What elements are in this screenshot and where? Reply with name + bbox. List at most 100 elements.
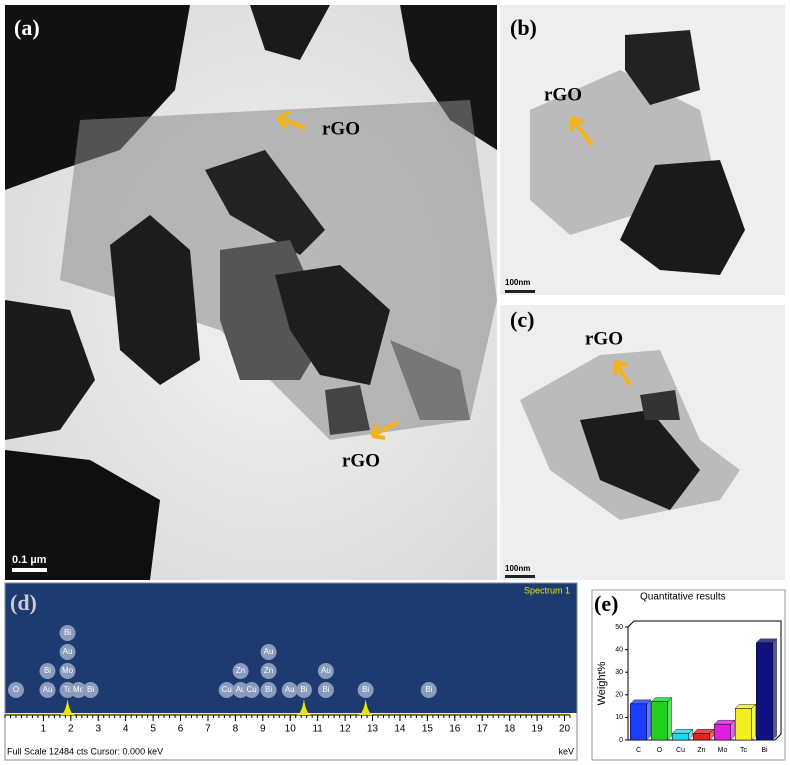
peak: [358, 699, 373, 715]
peak-marker: [59, 663, 76, 679]
x-tick-label: 9: [260, 724, 266, 735]
x-tick-label: 12: [340, 724, 352, 735]
x-tick-label: Mo: [718, 747, 728, 754]
peak-marker: [7, 682, 24, 698]
tem-image-c: [500, 305, 785, 580]
peak-label: Mo: [62, 666, 74, 675]
bar-side: [772, 638, 777, 741]
y-tick-label: 40: [615, 646, 623, 653]
peak-label: Au: [321, 666, 331, 675]
x-tick-label: Zn: [697, 747, 705, 754]
spectrum-title: Spectrum 1: [524, 585, 570, 595]
x-tick-label: 13: [367, 724, 379, 735]
bar-top: [671, 728, 694, 734]
peak-marker: [260, 663, 277, 679]
x-tick-label: 2: [68, 724, 74, 735]
y-axis-label: Weight%: [596, 661, 608, 705]
bar: [651, 701, 668, 741]
peak: [296, 699, 311, 715]
bar: [672, 732, 689, 741]
peak-marker: [317, 682, 334, 698]
peak-label: Bi: [265, 685, 272, 694]
footer: Full Scale 12484 cts Cursor: 0.000 keV: [7, 746, 163, 756]
annotation: rGO: [544, 84, 582, 105]
bar-frame: [591, 589, 786, 761]
panel-label: (b): [510, 15, 537, 40]
peak-label: O: [13, 685, 19, 694]
x-tick-label: 6: [178, 724, 184, 735]
arrows: [276, 110, 632, 440]
peak-marker: [260, 682, 277, 698]
peak-marker: [82, 682, 99, 698]
peak-label: Au: [264, 647, 274, 656]
peak-label: Zn: [236, 666, 245, 675]
bar-side: [667, 696, 672, 741]
x-tick-label: 18: [504, 724, 516, 735]
peak-marker: [218, 682, 235, 698]
peak-marker: [232, 682, 249, 698]
peak-label: Bi: [425, 685, 432, 694]
bar-top: [755, 638, 778, 644]
bar-top: [734, 704, 757, 709]
bar: [756, 642, 773, 741]
x-tick-label: 15: [422, 724, 434, 735]
x-tick-label: C: [636, 747, 641, 754]
x-tick-label: 7: [205, 724, 211, 735]
bar-top: [650, 697, 673, 702]
panel-label: (c): [510, 307, 534, 332]
x-tick-label: O: [657, 747, 663, 754]
peak-marker: [59, 644, 76, 660]
panel-label: (a): [14, 15, 40, 40]
peak-marker: [39, 663, 56, 679]
annotation: rGO: [322, 118, 360, 139]
x-tick-label: 20: [559, 724, 571, 735]
x-tick-label: Bi: [761, 747, 768, 754]
peak-marker: [317, 663, 334, 679]
bar-side: [751, 703, 756, 741]
x-tick-label: 16: [449, 724, 461, 735]
x-tick-label: Cu: [676, 747, 685, 754]
peak-label: Au: [236, 685, 246, 694]
x-tick-label: Tc: [740, 747, 748, 754]
peak-marker: [260, 644, 277, 660]
peak-marker: [420, 682, 437, 698]
peak: [60, 699, 75, 715]
x-tick-label: 5: [150, 724, 156, 735]
bar-top: [713, 719, 736, 725]
bar: [630, 703, 647, 741]
bar-top: [629, 699, 652, 705]
bar: [735, 708, 752, 741]
peak-label: Cu: [246, 685, 256, 694]
peak-marker: [357, 682, 374, 698]
tem-image-a: [5, 5, 497, 580]
bar: [714, 723, 731, 741]
peak-label: Au: [285, 685, 295, 694]
peak-marker: [232, 663, 249, 679]
x-tick-label: 11: [312, 724, 323, 735]
peak-label: Au: [63, 647, 73, 656]
y-tick-label: 10: [615, 714, 623, 721]
panel-label: (e): [594, 591, 618, 616]
peak-marker: [281, 682, 298, 698]
peak-label: Bi: [64, 628, 71, 637]
peak-label: Bi: [362, 685, 369, 694]
scale-bar-label: 100nm: [505, 564, 530, 573]
scale-bar-label: 0.1 µm: [12, 554, 47, 566]
x-tick-label: 1: [41, 724, 47, 735]
peak-label: Cu: [221, 685, 231, 694]
peak-label: Bi: [322, 685, 329, 694]
y-tick-label: 0: [619, 737, 623, 744]
peak-marker: [243, 682, 260, 698]
annotation: rGO: [585, 328, 623, 349]
panel-label: (d): [10, 590, 37, 615]
peak-label: Bi: [87, 685, 94, 694]
y-tick-label: 50: [615, 624, 623, 631]
x-tick-label: 19: [532, 724, 544, 735]
peak-marker: [295, 682, 312, 698]
peak-label: Mo: [73, 685, 85, 694]
tem-image-b: [500, 5, 785, 295]
annotation: rGO: [342, 450, 380, 471]
peak-label: Bi: [300, 685, 307, 694]
peak-marker: [70, 682, 87, 698]
